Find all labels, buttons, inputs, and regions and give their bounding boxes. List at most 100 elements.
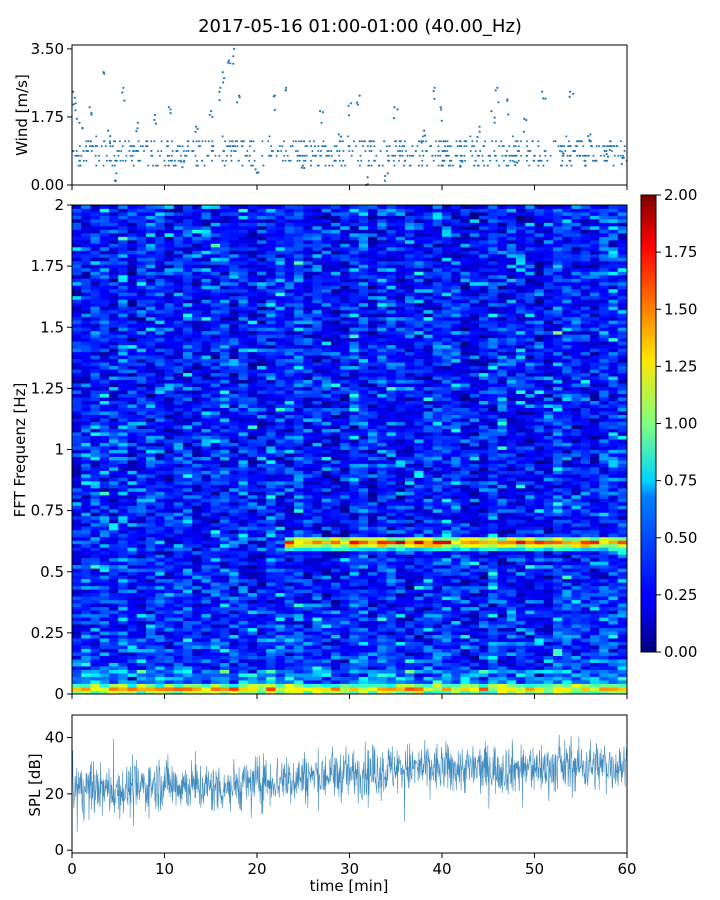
spectrogram-cell bbox=[81, 561, 91, 566]
spectrogram-cell bbox=[81, 564, 91, 569]
spectrogram-cell bbox=[340, 439, 350, 443]
spectrogram-cell bbox=[257, 505, 267, 510]
wind-point bbox=[257, 171, 260, 174]
spectrogram-cell bbox=[201, 205, 212, 209]
spectrogram-cell bbox=[275, 383, 286, 388]
spectrogram-cell bbox=[72, 250, 82, 255]
wind-y-tick-label: 1.75 bbox=[31, 108, 64, 126]
wind-point bbox=[444, 145, 446, 148]
spectrogram-cell bbox=[146, 337, 156, 342]
spectrogram-cell bbox=[220, 578, 230, 583]
spectrogram-cell bbox=[331, 627, 341, 632]
spectrogram-cell bbox=[340, 491, 350, 496]
wind-points bbox=[72, 47, 628, 187]
spectrogram-cell bbox=[340, 480, 350, 485]
wind-point bbox=[437, 150, 440, 152]
spectrogram-cell bbox=[183, 508, 193, 513]
spectrogram-cell bbox=[164, 505, 175, 510]
spectrogram-cell bbox=[331, 446, 341, 450]
spectrogram-cell bbox=[275, 330, 286, 335]
wind-point bbox=[181, 145, 184, 148]
spectrogram-cell bbox=[118, 554, 128, 559]
wind-point bbox=[201, 140, 204, 143]
spectrogram-cell bbox=[164, 543, 175, 548]
spectrogram-cell bbox=[81, 341, 91, 346]
wind-point bbox=[543, 150, 546, 152]
spectrogram-cell bbox=[303, 411, 313, 415]
spectrogram-cell bbox=[229, 411, 239, 415]
spectrogram-cell bbox=[109, 501, 119, 506]
spectrogram-cell bbox=[220, 341, 230, 346]
spectrogram-cell bbox=[229, 320, 239, 325]
spectrogram-cell bbox=[173, 208, 184, 213]
spectrogram-cell bbox=[72, 652, 82, 656]
spectrogram-cell bbox=[312, 285, 323, 290]
spectrogram-cell bbox=[340, 557, 350, 562]
wind-point bbox=[559, 150, 561, 152]
spectrogram-cell bbox=[220, 554, 230, 559]
spectrogram-cell bbox=[118, 683, 128, 688]
spectrogram-cell bbox=[90, 473, 101, 478]
spectrogram-cell bbox=[210, 320, 221, 325]
spectrogram-cell bbox=[331, 288, 341, 293]
spectrogram-cell bbox=[340, 463, 350, 468]
spectrogram-cell bbox=[173, 627, 184, 632]
spectrogram-cell bbox=[183, 550, 193, 555]
wind-point bbox=[241, 164, 244, 167]
spectrogram-cell bbox=[81, 491, 91, 496]
spectrogram-cell bbox=[81, 456, 91, 461]
spectrogram-cell bbox=[192, 690, 202, 695]
spectrogram-cell bbox=[136, 215, 147, 220]
spectrogram-cell bbox=[173, 680, 184, 684]
spectrogram-cell bbox=[321, 236, 332, 241]
spectrogram-cell bbox=[118, 327, 128, 332]
spectrogram-cell bbox=[294, 508, 304, 513]
spectrogram-cell bbox=[109, 484, 119, 489]
spectrogram-cell bbox=[201, 435, 212, 440]
spectrogram-cell bbox=[201, 292, 212, 297]
spectrogram-cell bbox=[331, 355, 341, 360]
wind-point bbox=[613, 154, 616, 157]
spectrogram-cell bbox=[183, 369, 193, 374]
wind-point bbox=[562, 152, 565, 155]
spectrogram-cell bbox=[303, 232, 313, 237]
spectrogram-cell bbox=[81, 662, 91, 667]
spectrogram-cell bbox=[192, 603, 202, 608]
spectrogram-cell bbox=[247, 411, 258, 415]
spectrogram-cell bbox=[238, 606, 249, 611]
spectrogram-cell bbox=[201, 487, 212, 492]
spectrogram-cell bbox=[247, 337, 258, 342]
spectrogram-cell bbox=[127, 624, 138, 629]
spectrogram-cell bbox=[81, 229, 91, 234]
spectrogram-cell bbox=[192, 365, 202, 370]
wind-point bbox=[170, 140, 173, 143]
spectrogram-cell bbox=[81, 414, 91, 419]
spectrogram-cell bbox=[201, 358, 212, 363]
spectrogram-cell bbox=[155, 288, 165, 293]
spectrogram-cell bbox=[294, 250, 304, 255]
spectrogram-cell bbox=[146, 634, 156, 639]
spectrogram-cell bbox=[201, 491, 212, 496]
spectrogram-cell bbox=[146, 428, 156, 433]
spectrogram-cell bbox=[229, 215, 239, 220]
spectrogram-cell bbox=[183, 229, 193, 234]
spectrogram-cell bbox=[284, 505, 295, 510]
spectrogram-cell bbox=[136, 330, 147, 335]
spectrogram-cell bbox=[331, 505, 341, 510]
spectrogram-cell bbox=[90, 634, 101, 639]
spectrogram-cell bbox=[127, 218, 138, 223]
spectrogram-cell bbox=[294, 501, 304, 506]
spectrogram-cell bbox=[266, 564, 276, 569]
spectrogram-cell bbox=[340, 554, 350, 559]
spectrogram-cell bbox=[201, 526, 212, 531]
spectrogram-cell bbox=[220, 606, 230, 611]
spectrogram-cell bbox=[284, 421, 295, 426]
spectrogram-cell bbox=[284, 540, 295, 545]
spectrogram-cell bbox=[146, 400, 156, 405]
spectrogram-cell bbox=[90, 669, 101, 674]
spectrogram-cell bbox=[340, 529, 350, 534]
spectrogram-cell bbox=[192, 400, 202, 405]
spectrogram-cell bbox=[284, 666, 295, 670]
spectrogram-cell bbox=[312, 522, 323, 527]
spectrogram-cell bbox=[164, 459, 175, 464]
